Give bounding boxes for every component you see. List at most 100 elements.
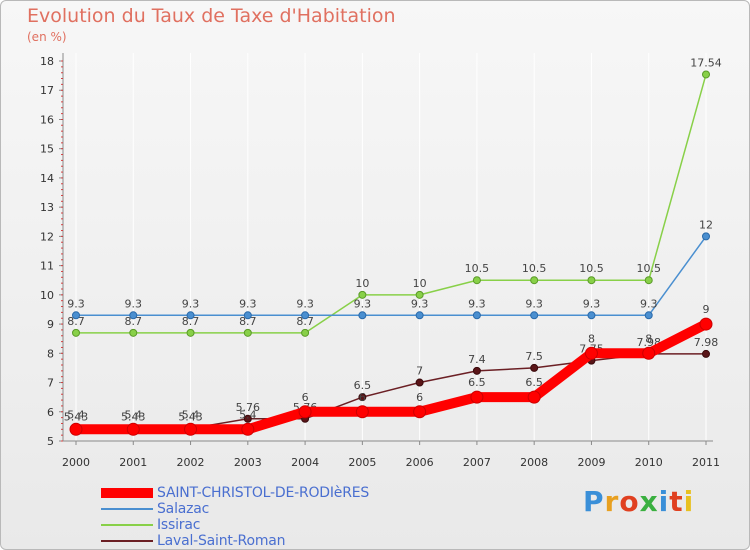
series-1-point [72, 328, 80, 337]
chart-legend: SAINT-CHRISTOL-DE-RODIèRES Salazac Issir… [101, 485, 369, 549]
legend-swatch-issirac [101, 524, 153, 526]
series-2-data-label: 9.3 [411, 297, 429, 310]
series-1-data-label: 10 [413, 277, 427, 290]
series-1-data-label: 17.54 [690, 56, 722, 69]
series-0-data-label: 7.98 [694, 336, 719, 349]
series-1-point [472, 276, 481, 285]
series-1-data-label: 8.7 [239, 315, 257, 328]
series-0-data-label: 7 [416, 365, 423, 378]
series-1-point [702, 70, 710, 79]
series-0-data-label: 6.5 [354, 379, 372, 392]
x-tick-label: 2011 [692, 456, 720, 469]
series-3-point [298, 405, 312, 419]
series-3-point [241, 422, 255, 436]
y-tick-label: 15 [40, 143, 54, 156]
legend-swatch-saint-christol [101, 488, 153, 498]
legend-label-salazac: Salazac [157, 501, 210, 517]
series-1-data-label: 10.5 [465, 262, 490, 275]
series-3-data-label: 6 [416, 391, 423, 404]
series-2-point [530, 311, 539, 320]
series-0-point [702, 349, 710, 358]
series-2-data-label: 9.3 [640, 297, 658, 310]
series-3-data-label: 5.4 [125, 408, 143, 421]
series-2-point [644, 311, 653, 320]
y-tick-label: 18 [40, 55, 54, 68]
series-3-data-label: 8 [645, 332, 652, 345]
logo-letter: t [669, 485, 684, 518]
series-3-data-label: 8 [588, 332, 595, 345]
series-2-data-label: 9.3 [182, 297, 200, 310]
series-3-point [184, 422, 198, 436]
legend-item-saint-christol: SAINT-CHRISTOL-DE-RODIèRES [101, 485, 369, 501]
series-0-data-label: 5.43 [121, 410, 146, 423]
series-2-point [415, 311, 424, 320]
x-tick-label: 2009 [577, 456, 605, 469]
x-tick-label: 2002 [177, 456, 205, 469]
logo-letter: P [583, 485, 605, 518]
series-3-data-label: 6.5 [468, 376, 486, 389]
series-0-data-label: 7.5 [525, 350, 543, 363]
series-3-data-label: 5.4 [182, 408, 200, 421]
series-1-point [243, 328, 252, 337]
series-1-line [75, 73, 707, 334]
series-0-point [472, 366, 481, 375]
series-2-data-label: 9.3 [239, 297, 257, 310]
series-2-point [301, 311, 310, 320]
series-2-data-label: 9.3 [296, 297, 314, 310]
legend-swatch-salazac [101, 508, 153, 510]
series-2-line [75, 235, 707, 317]
series-1-data-label: 8.7 [182, 315, 200, 328]
series-3-data-label: 6 [302, 391, 309, 404]
series-3-data-label: 6 [359, 391, 366, 404]
series-2-point [243, 311, 252, 320]
series-1-point [587, 276, 596, 285]
series-1-data-label: 8.7 [296, 315, 314, 328]
series-3-point [699, 317, 713, 331]
series-1-data-label: 8.7 [67, 315, 85, 328]
series-2-data-label: 9.3 [525, 297, 543, 310]
series-3-point [642, 346, 656, 360]
legend-item-issirac: Issirac [101, 517, 369, 533]
y-tick-label: 14 [40, 172, 54, 185]
series-1-data-label: 10.5 [579, 262, 604, 275]
x-tick-label: 2003 [234, 456, 262, 469]
series-3-point [527, 390, 541, 404]
legend-item-salazac: Salazac [101, 501, 369, 517]
legend-label-issirac: Issirac [157, 517, 201, 533]
series-3-data-label: 6.5 [525, 376, 543, 389]
y-tick-label: 11 [40, 260, 54, 273]
legend-label-laval-saint-roman: Laval-Saint-Roman [157, 533, 286, 549]
series-2-data-label: 9.3 [468, 297, 486, 310]
chart-title: Evolution du Taux de Taxe d'Habitation [27, 5, 396, 27]
logo-letter: o [619, 485, 640, 518]
series-2-point [472, 311, 481, 320]
logo-letter: x [639, 485, 659, 518]
x-tick-label: 2008 [520, 456, 548, 469]
x-tick-label: 2006 [406, 456, 434, 469]
y-tick-label: 6 [47, 406, 54, 419]
series-2-point [358, 311, 367, 320]
x-tick-label: 2010 [635, 456, 663, 469]
y-tick-label: 16 [40, 113, 54, 126]
series-3-point [69, 422, 83, 436]
series-1-data-label: 8.7 [125, 315, 143, 328]
legend-item-laval-saint-roman: Laval-Saint-Roman [101, 533, 369, 549]
y-tick-label: 7 [47, 377, 54, 390]
series-1-point [129, 328, 138, 337]
x-tick-label: 2004 [291, 456, 319, 469]
x-tick-label: 2001 [119, 456, 147, 469]
series-1-point [301, 328, 310, 337]
series-1-point [358, 290, 367, 299]
x-tick-label: 2007 [463, 456, 491, 469]
series-2-point [72, 311, 80, 320]
series-1-point [530, 276, 539, 285]
y-tick-label: 9 [47, 318, 54, 331]
series-0-point [243, 414, 252, 423]
series-3-data-label: 5.4 [67, 408, 85, 421]
series-2-point [129, 311, 138, 320]
series-2-point [186, 311, 195, 320]
series-3-point [355, 405, 369, 419]
y-tick-label: 12 [40, 230, 54, 243]
series-3-line [71, 319, 711, 435]
